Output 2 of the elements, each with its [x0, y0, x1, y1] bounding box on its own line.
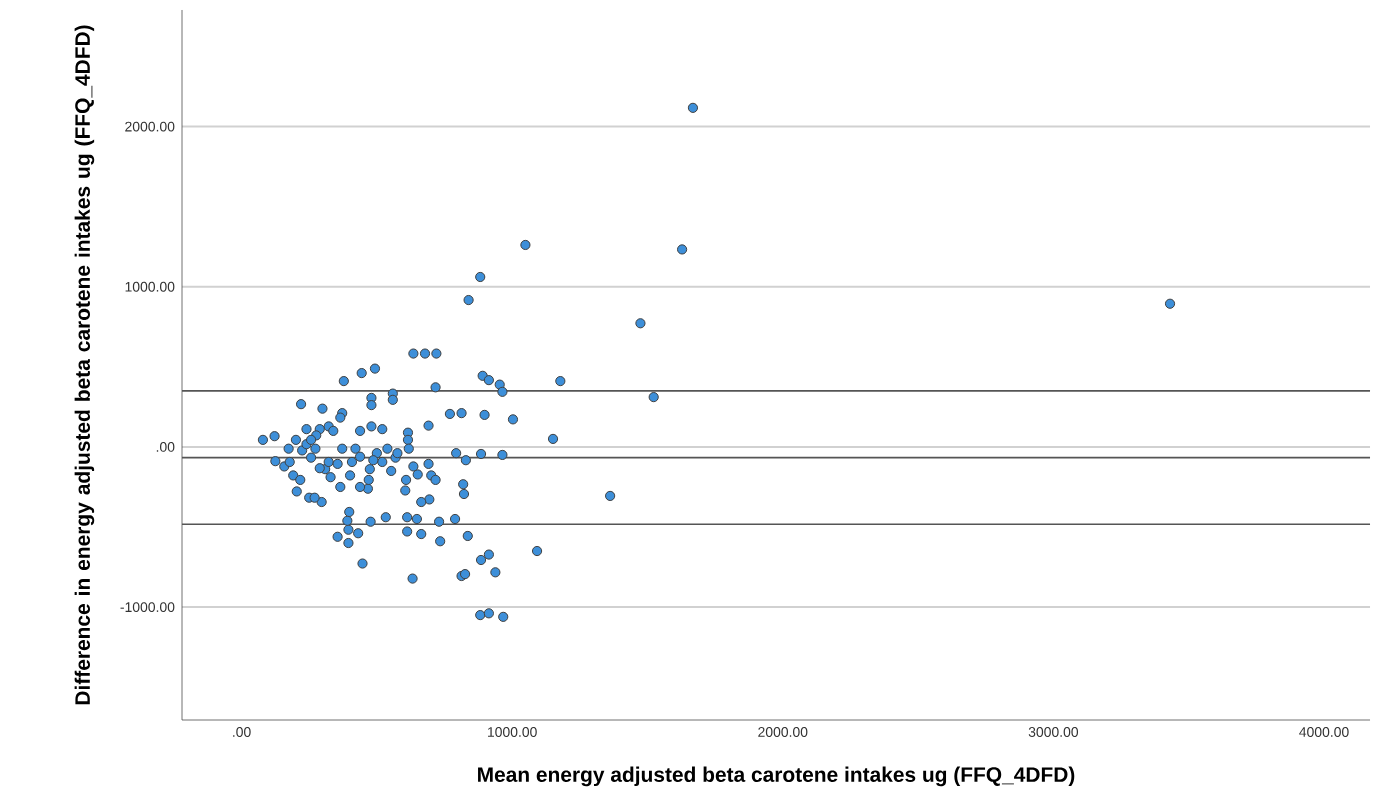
- y-axis-title: Difference in energy adjusted beta carotene intakes ug (FFQ_4DFD): [74, 25, 95, 705]
- x-axis-title: Mean energy adjusted beta carotene intakes ug (FFQ_4DFD): [478, 766, 1075, 787]
